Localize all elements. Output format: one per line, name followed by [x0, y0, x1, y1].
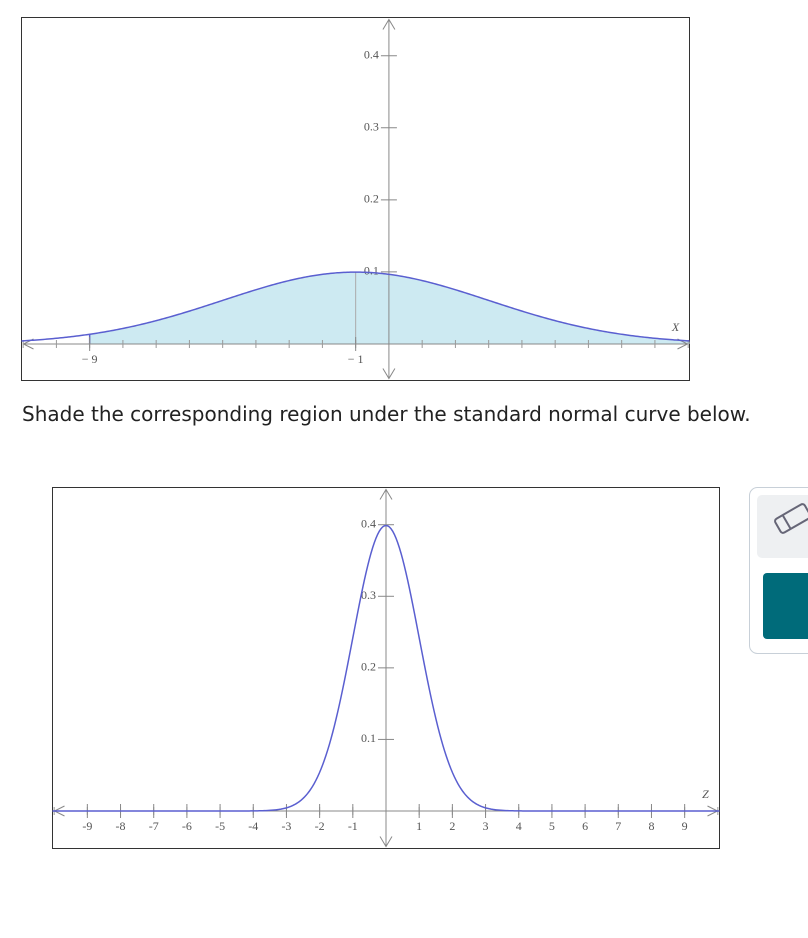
axis-label: Z — [702, 787, 709, 801]
instruction: Shade the corresponding region under the… — [22, 402, 751, 426]
x-tick-label: − 9 — [82, 352, 98, 366]
toolbar — [749, 487, 808, 654]
x-tick-label: 6 — [582, 819, 588, 833]
x-tick-label: 4 — [516, 819, 522, 833]
x-tick-label: 3 — [483, 819, 489, 833]
axis-label: X — [671, 320, 680, 334]
y-tick-label: 0.3 — [361, 588, 376, 602]
eraser-button[interactable] — [757, 495, 808, 558]
y-tick-label: 0.2 — [364, 192, 379, 206]
eraser-icon — [774, 503, 808, 534]
plot: 0.1 0.2 0.3 0.4 − 9 − 1 X — [21, 17, 690, 381]
plot: 0.1 0.2 0.3 0.4 -9 -8 -7 -6 -5 -4 -3 -2 -1 1 2 3 4 5 6 7 8 9 Z — [52, 487, 720, 849]
x-tick-label: -4 — [248, 819, 258, 833]
x-tick-label: 8 — [648, 819, 654, 833]
x-tick-label: -2 — [315, 819, 325, 833]
x-tick-label: − 1 — [348, 352, 364, 366]
x-tick-label: -1 — [348, 819, 358, 833]
y-tick-label: 0.1 — [364, 264, 379, 278]
x-tick-label: -8 — [116, 819, 126, 833]
y-tick-label: 0.1 — [361, 731, 376, 745]
x-tick-label: -6 — [182, 819, 192, 833]
x-tick-label: 7 — [615, 819, 621, 833]
density-curve — [52, 524, 720, 812]
x-tick-label: -3 — [281, 819, 291, 833]
y-tick-label: 0.4 — [361, 516, 376, 530]
x-tick-label: 1 — [416, 819, 422, 833]
shaded-region — [89, 272, 690, 344]
x-tick-label: -7 — [149, 819, 159, 833]
y-tick-label: 0.2 — [361, 660, 376, 674]
action-button[interactable] — [763, 573, 808, 639]
x-tick-label: 5 — [549, 819, 555, 833]
y-tick-label: 0.4 — [364, 47, 379, 61]
density-curve — [21, 271, 690, 342]
x-tick-label: -9 — [82, 819, 92, 833]
x-tick-label: -5 — [215, 819, 225, 833]
y-tick-label: 0.3 — [364, 120, 379, 134]
y-axis-arrows — [379, 488, 393, 848]
y-axis-arrows — [382, 18, 396, 380]
x-tick-label: 2 — [449, 819, 455, 833]
x-tick-label: 9 — [682, 819, 688, 833]
